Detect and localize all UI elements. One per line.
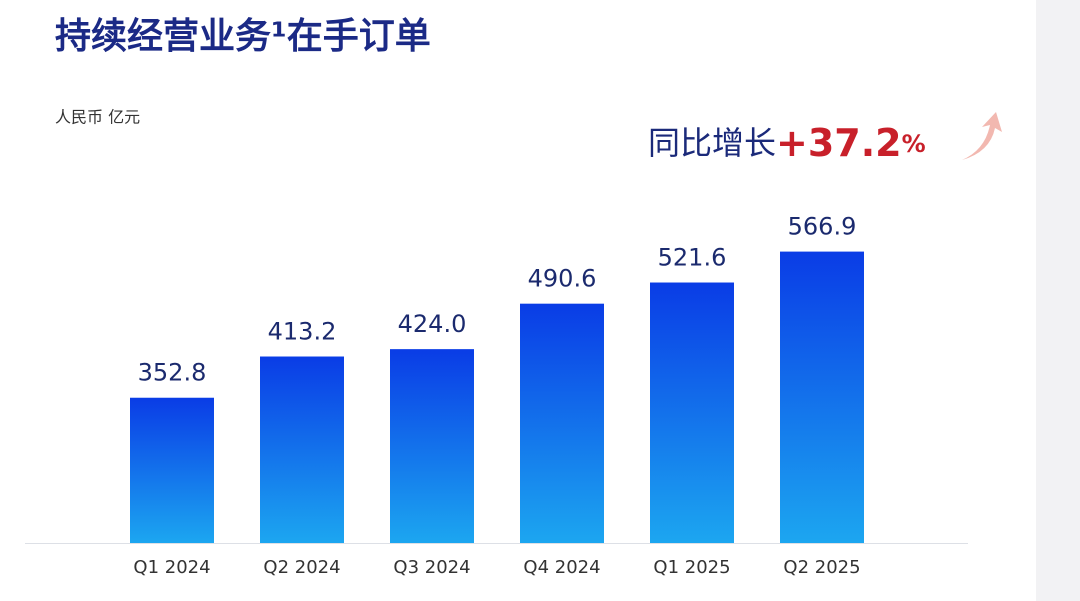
- value-label: 424.0: [398, 310, 467, 338]
- chart-subtitle: 人民币 亿元: [55, 108, 140, 127]
- value-label: 521.6: [658, 244, 727, 272]
- x-tick-label: Q1 2025: [653, 557, 730, 578]
- bar: [780, 251, 864, 543]
- x-tick-label: Q4 2024: [523, 557, 600, 578]
- value-label: 413.2: [268, 318, 337, 346]
- x-tick-label: Q2 2024: [263, 557, 340, 578]
- value-label: 352.8: [138, 359, 207, 387]
- x-tick-label: Q3 2024: [393, 557, 470, 578]
- bar: [260, 356, 344, 543]
- growth-unit: %: [902, 130, 926, 158]
- side-strip: [1036, 0, 1080, 601]
- growth-label: 同比增长: [648, 124, 776, 162]
- bar: [650, 282, 734, 543]
- growth-arrow: [962, 112, 1002, 160]
- value-label: 566.9: [788, 213, 857, 241]
- growth-value: +37.2: [776, 121, 902, 165]
- growth-annotation: 同比增长+37.2%: [648, 121, 926, 165]
- bar: [520, 303, 604, 543]
- bar: [130, 397, 214, 543]
- chart-title: 持续经营业务¹在手订单: [55, 16, 431, 57]
- x-tick-label: Q1 2024: [133, 557, 210, 578]
- x-tick-label: Q2 2025: [783, 557, 860, 578]
- value-label: 490.6: [528, 265, 597, 293]
- bar: [390, 349, 474, 543]
